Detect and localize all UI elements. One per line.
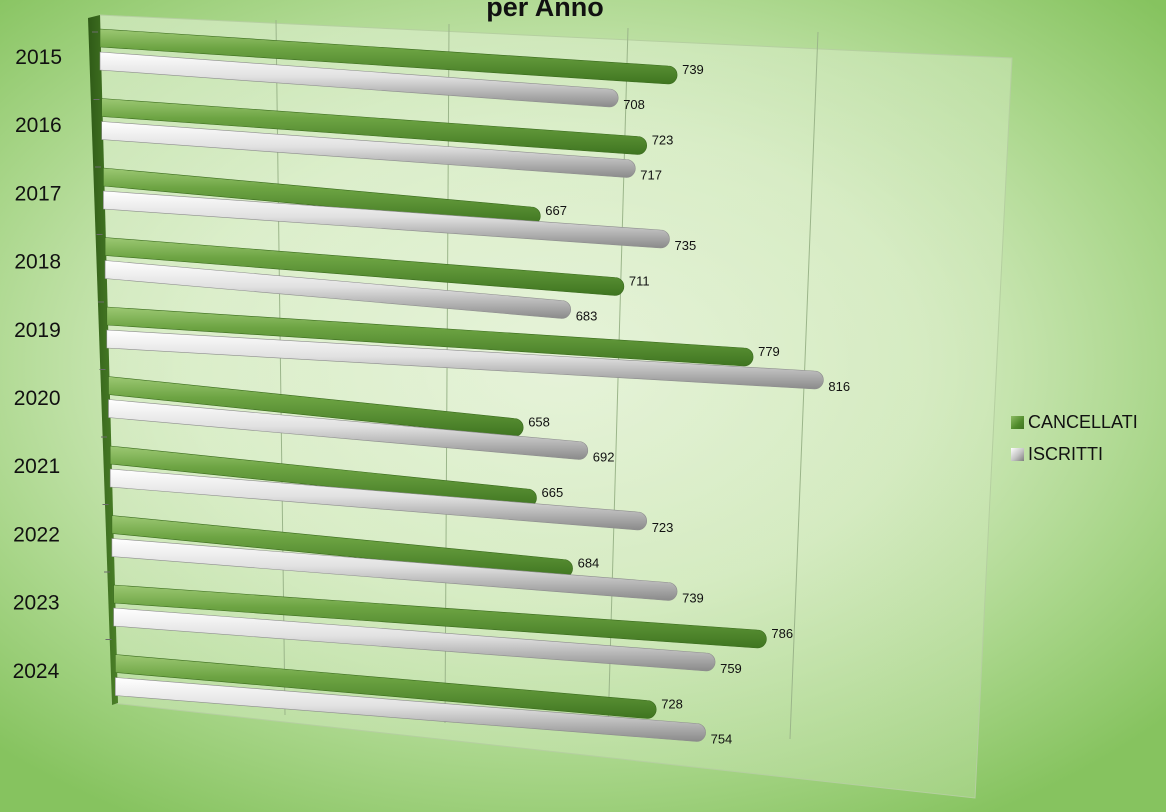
data-label: 739	[682, 591, 704, 606]
data-label: 759	[720, 661, 742, 676]
data-label: 667	[545, 203, 567, 218]
category-label: 2024	[13, 660, 60, 683]
data-label: 683	[576, 309, 598, 324]
category-label: 2017	[15, 182, 62, 205]
category-label: 2018	[14, 251, 61, 274]
legend-item-cancellati: CANCELLATI	[1011, 408, 1138, 436]
bar-iscritti	[99, 51, 619, 108]
legend: CANCELLATI ISCRITTI	[1011, 408, 1138, 472]
data-label: 723	[652, 520, 674, 535]
category-label: 2019	[14, 319, 61, 342]
bar-cancellati	[106, 306, 754, 367]
data-label: 723	[652, 133, 674, 148]
bar-iscritti	[108, 399, 589, 460]
category-label: 2015	[15, 46, 62, 69]
bar-iscritti	[115, 677, 706, 742]
data-label: 754	[711, 732, 733, 747]
data-label: 711	[629, 274, 650, 289]
legend-swatch-green	[1011, 415, 1024, 429]
bar-iscritti	[106, 329, 824, 390]
bar-iscritti	[111, 538, 678, 601]
bar-cancellati	[99, 28, 678, 85]
legend-swatch-grey	[1011, 447, 1024, 461]
bar-iscritti	[104, 260, 571, 319]
bar-iscritti	[101, 121, 636, 178]
chart-title: per Anno	[486, 0, 604, 22]
data-label: 708	[623, 97, 645, 112]
data-label: 816	[828, 379, 850, 394]
bar-cancellati	[115, 654, 657, 719]
bar-iscritti	[109, 468, 647, 531]
category-label: 2021	[13, 455, 60, 478]
data-label: 739	[682, 62, 704, 77]
data-label: 728	[661, 697, 683, 712]
legend-label-cancellati: CANCELLATI	[1028, 411, 1138, 432]
data-label: 779	[758, 344, 780, 359]
data-label: 665	[542, 485, 564, 500]
data-label: 717	[640, 168, 662, 183]
data-label: 692	[593, 450, 615, 465]
bar-iscritti	[103, 190, 670, 249]
data-label: 786	[771, 626, 793, 641]
category-label: 2022	[13, 523, 60, 546]
bar-iscritti	[113, 607, 716, 672]
data-label: 684	[578, 556, 600, 571]
bar-cancellati	[104, 237, 625, 296]
axis-side-wall	[88, 15, 118, 705]
bar-cancellati	[101, 98, 647, 155]
category-label: 2020	[14, 387, 61, 410]
data-label: 658	[528, 415, 550, 430]
legend-label-iscritti: ISCRITTI	[1028, 443, 1103, 464]
category-label: 2016	[15, 114, 62, 137]
legend-item-iscritti: ISCRITTI	[1011, 440, 1138, 468]
category-label: 2023	[13, 592, 60, 615]
bar-cancellati	[113, 584, 767, 649]
data-label: 735	[675, 238, 697, 253]
